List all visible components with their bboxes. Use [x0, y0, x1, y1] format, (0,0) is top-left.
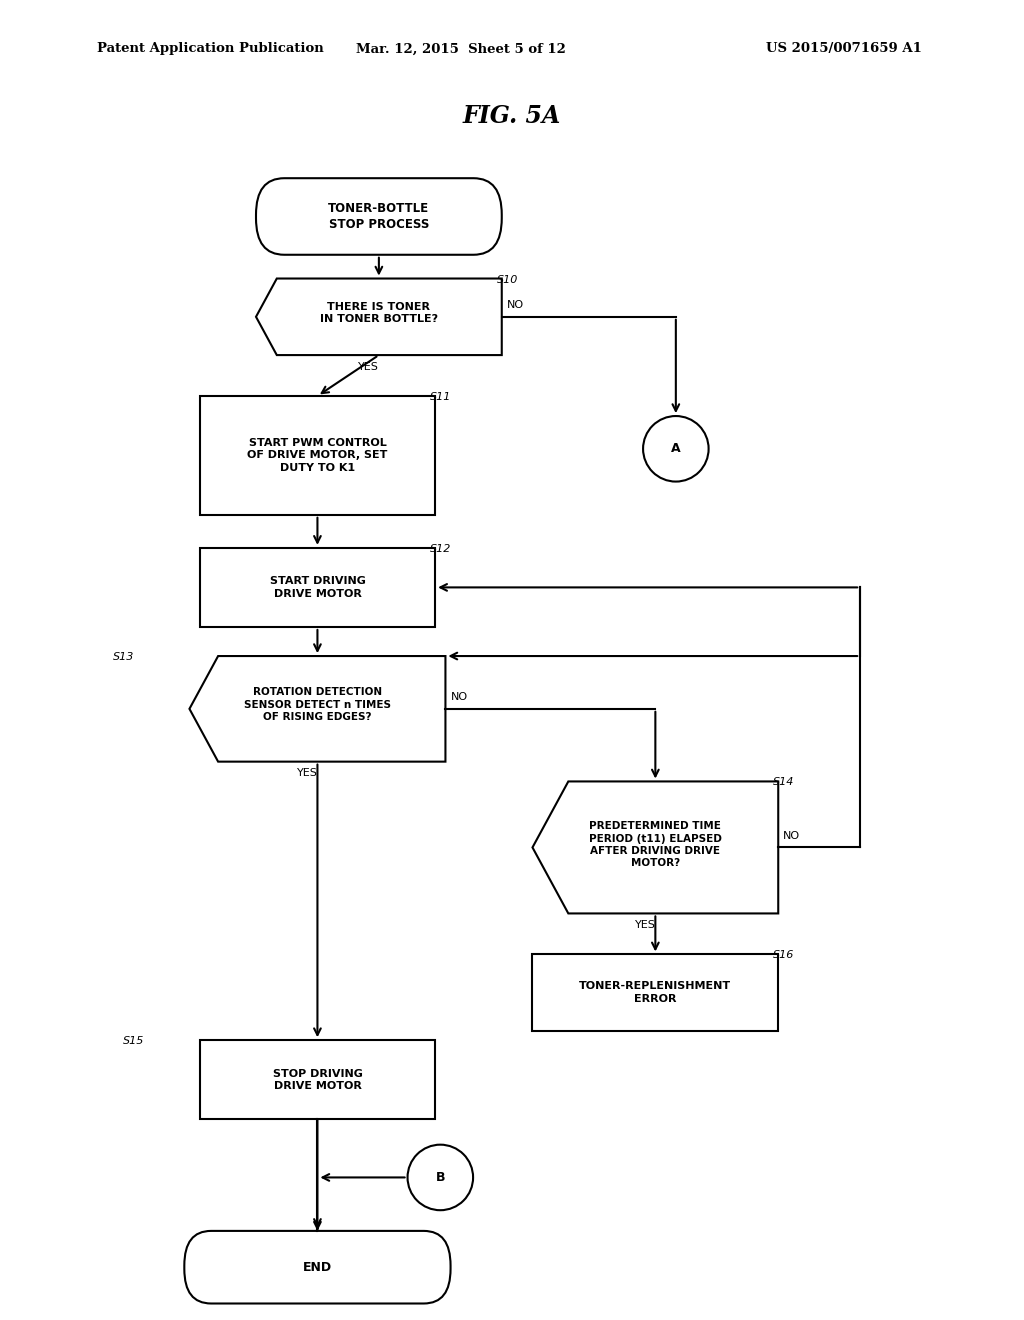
Ellipse shape	[408, 1144, 473, 1210]
Text: S10: S10	[497, 275, 518, 285]
Polygon shape	[256, 279, 502, 355]
Text: Patent Application Publication: Patent Application Publication	[97, 42, 324, 55]
Text: YES: YES	[297, 768, 317, 779]
Text: END: END	[303, 1261, 332, 1274]
Text: S13: S13	[113, 652, 134, 663]
Text: S12: S12	[430, 544, 452, 554]
Text: YES: YES	[635, 920, 655, 931]
Text: STOP DRIVING
DRIVE MOTOR: STOP DRIVING DRIVE MOTOR	[272, 1069, 362, 1090]
Text: S14: S14	[773, 777, 795, 788]
Text: B: B	[435, 1171, 445, 1184]
Text: FIG. 5A: FIG. 5A	[463, 104, 561, 128]
FancyBboxPatch shape	[184, 1230, 451, 1304]
Text: THERE IS TONER
IN TONER BOTTLE?: THERE IS TONER IN TONER BOTTLE?	[319, 302, 438, 323]
Text: S16: S16	[773, 950, 795, 961]
Bar	[200, 548, 435, 627]
Bar	[200, 1040, 435, 1119]
Text: NO: NO	[507, 300, 524, 310]
Text: TONER-BOTTLE
STOP PROCESS: TONER-BOTTLE STOP PROCESS	[329, 202, 429, 231]
Text: Mar. 12, 2015  Sheet 5 of 12: Mar. 12, 2015 Sheet 5 of 12	[356, 42, 565, 55]
Text: TONER-REPLENISHMENT
ERROR: TONER-REPLENISHMENT ERROR	[580, 982, 731, 1003]
Polygon shape	[532, 781, 778, 913]
Text: YES: YES	[358, 362, 379, 372]
Polygon shape	[189, 656, 445, 762]
Text: NO: NO	[783, 830, 801, 841]
Bar	[200, 396, 435, 515]
Text: START DRIVING
DRIVE MOTOR: START DRIVING DRIVE MOTOR	[269, 577, 366, 598]
Text: US 2015/0071659 A1: US 2015/0071659 A1	[766, 42, 922, 55]
Text: A: A	[671, 442, 681, 455]
FancyBboxPatch shape	[256, 178, 502, 255]
Text: START PWM CONTROL
OF DRIVE MOTOR, SET
DUTY TO K1: START PWM CONTROL OF DRIVE MOTOR, SET DU…	[247, 438, 388, 473]
Ellipse shape	[643, 416, 709, 482]
Text: S15: S15	[123, 1036, 144, 1047]
Bar	[532, 954, 778, 1031]
Text: PREDETERMINED TIME
PERIOD (t11) ELAPSED
AFTER DRIVING DRIVE
MOTOR?: PREDETERMINED TIME PERIOD (t11) ELAPSED …	[589, 821, 722, 869]
Text: S11: S11	[430, 392, 452, 403]
Text: ROTATION DETECTION
SENSOR DETECT n TIMES
OF RISING EDGES?: ROTATION DETECTION SENSOR DETECT n TIMES…	[244, 688, 391, 722]
Text: NO: NO	[451, 692, 468, 702]
